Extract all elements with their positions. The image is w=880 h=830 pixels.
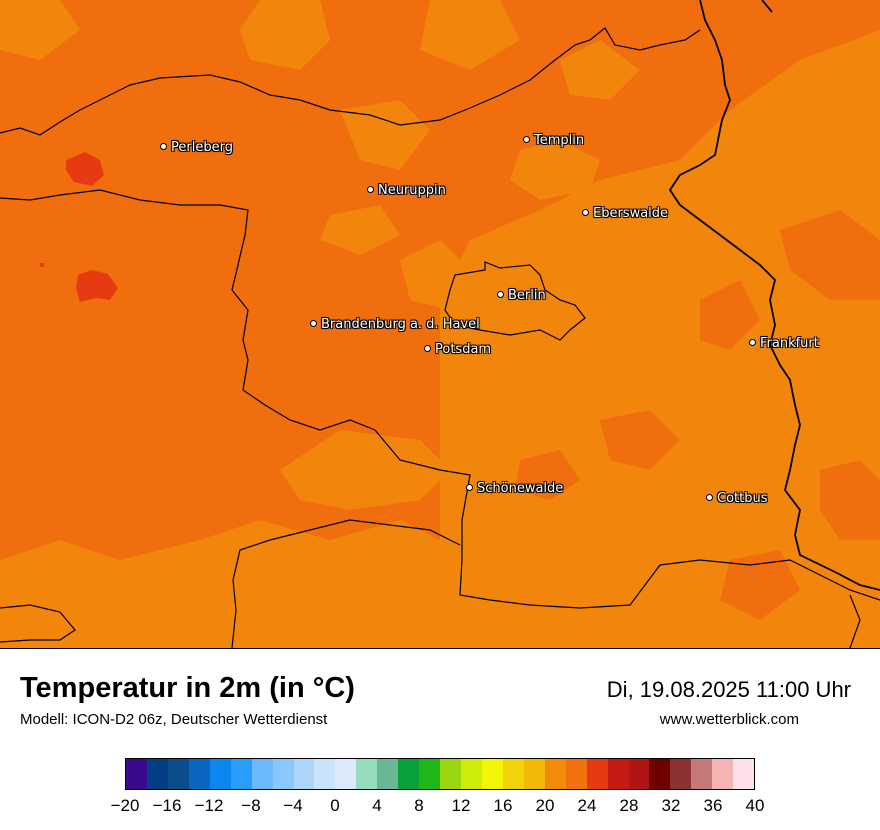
colorbar-segment — [251, 759, 273, 789]
colorbar-segment — [440, 759, 461, 789]
colorbar-tick-label: 32 — [661, 796, 681, 815]
city-label-schoenewalde: Schönewalde — [466, 482, 563, 496]
colorbar-tick-label: 12 — [451, 796, 471, 815]
dark-orange-patches — [515, 210, 880, 620]
colorbar-tick-label: 4 — [372, 796, 382, 815]
city-name: Perleberg — [171, 140, 233, 155]
website-link[interactable]: www.wetterblick.com — [659, 711, 799, 728]
colorbar-tick-label: 36 — [703, 796, 723, 815]
city-label-cottbus: Cottbus — [706, 492, 768, 506]
colorbar-segment — [272, 759, 294, 789]
colorbar-tick-label: 28 — [619, 796, 639, 815]
colorbar-segment — [314, 759, 336, 789]
colorbar-segment — [481, 759, 503, 789]
city-name: Brandenburg a. d. Havel — [321, 317, 480, 332]
colorbar-segment — [649, 759, 671, 789]
city-name: Eberswalde — [593, 206, 669, 221]
colorbar-segment — [544, 759, 566, 789]
city-dot-icon — [523, 136, 530, 143]
city-dot-icon — [582, 209, 589, 216]
city-label-berlin: Berlin — [497, 289, 546, 303]
colorbar-segment — [670, 759, 692, 789]
colorbar-segment — [126, 759, 147, 789]
colorbar-segment — [565, 759, 587, 789]
colorbar-segment — [502, 759, 524, 789]
country-border — [668, 0, 880, 591]
colorbar-ticks: −20 −16 −12 −8 −4 0 4 8 12 16 20 24 28 32 36 40 — [0, 796, 880, 820]
city-label-perleberg: Perleberg — [160, 141, 233, 155]
forecast-datetime: Di, 19.08.2025 11:00 Uhr — [606, 677, 851, 702]
colorbar-segment — [146, 759, 168, 789]
city-name: Templin — [534, 133, 585, 148]
city-label-templin: Templin — [523, 134, 584, 148]
colorbar-tick-label: −8 — [241, 796, 261, 815]
city-dot-icon — [706, 494, 713, 501]
red-hot-spots — [40, 152, 118, 302]
colorbar-tick-label: 40 — [745, 796, 765, 815]
city-name: Berlin — [508, 288, 546, 303]
city-label-frankfurt: Frankfurt — [749, 337, 819, 351]
colorbar-segment — [733, 759, 755, 789]
temperature-map — [0, 0, 880, 649]
colorbar-segment — [356, 759, 378, 789]
city-name: Cottbus — [717, 491, 768, 506]
colorbar-segment — [230, 759, 252, 789]
colorbar-segment — [293, 759, 315, 789]
colorbar-tick-label: 16 — [493, 796, 513, 815]
colorbar-tick-label: 24 — [577, 796, 597, 815]
colorbar-segment — [167, 759, 189, 789]
city-dot-icon — [497, 291, 504, 298]
city-label-neuruppin: Neuruppin — [367, 184, 446, 198]
colorbar-segment — [188, 759, 210, 789]
colorbar-segment — [586, 759, 608, 789]
colorbar-tick-label: 8 — [414, 796, 424, 815]
colorbar-segment — [461, 759, 482, 789]
colorbar-tick-label: −20 — [110, 796, 140, 815]
colorbar-segment — [712, 759, 734, 789]
model-subtitle: Modell: ICON-D2 06z, Deutscher Wetterdie… — [20, 711, 328, 728]
city-dot-icon — [749, 339, 756, 346]
city-label-potsdam: Potsdam — [424, 343, 491, 357]
city-name: Schönewalde — [477, 481, 564, 496]
colorbar-segment — [523, 759, 545, 789]
map-title: Temperatur in 2m (in °C) — [20, 672, 355, 704]
colorbar-tick-label: −4 — [283, 796, 303, 815]
city-name: Neuruppin — [378, 183, 446, 198]
city-dot-icon — [424, 345, 431, 352]
colorbar-tick-label: −16 — [152, 796, 182, 815]
colorbar-segment — [335, 759, 357, 789]
city-dot-icon — [310, 320, 317, 327]
state-borders — [0, 27, 880, 649]
colorbar-tick-label: −12 — [194, 796, 224, 815]
city-dot-icon — [160, 143, 167, 150]
city-dot-icon — [367, 186, 374, 193]
colorbar-tick-label: 0 — [330, 796, 340, 815]
colorbar-segment — [628, 759, 650, 789]
colorbar-segment — [377, 759, 399, 789]
colorbar-segment — [209, 759, 231, 789]
colorbar-segment — [607, 759, 629, 789]
temperature-colorbar — [125, 758, 755, 790]
colorbar-segment — [419, 759, 441, 789]
colorbar-tick-label: 20 — [535, 796, 555, 815]
city-label-eberswalde: Eberswalde — [582, 207, 668, 221]
map-canvas — [0, 0, 880, 649]
colorbar-segment — [398, 759, 420, 789]
city-name: Potsdam — [435, 342, 492, 357]
city-name: Frankfurt — [760, 336, 819, 351]
city-dot-icon — [466, 484, 473, 491]
colorbar-segment — [691, 759, 713, 789]
city-label-brandenburg: Brandenburg a. d. Havel — [310, 318, 480, 332]
